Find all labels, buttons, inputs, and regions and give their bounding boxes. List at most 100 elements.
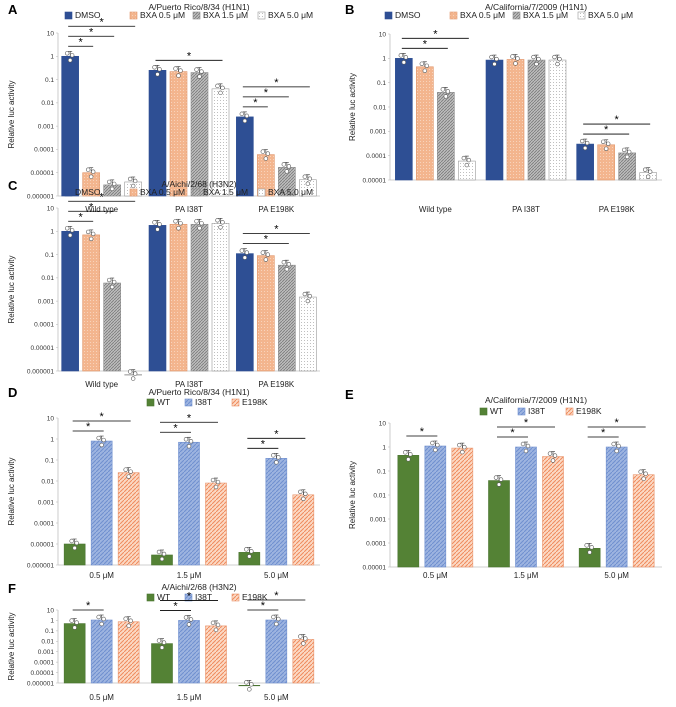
data-point: [183, 437, 189, 442]
data-point: [302, 291, 308, 297]
data-point: [461, 155, 467, 161]
data-point: [605, 141, 611, 146]
y-tick-label: 0.0001: [366, 153, 386, 160]
bar: [278, 264, 296, 372]
significance-star: *: [261, 600, 266, 612]
category-label: 1.5 μM: [177, 693, 202, 702]
legend-swatch: [449, 11, 458, 20]
data-point: [210, 620, 216, 626]
data-point: [265, 151, 271, 156]
y-tick-label: 0.00001: [363, 564, 387, 571]
significance-star: *: [187, 50, 192, 62]
bar: [257, 255, 275, 372]
y-tick-label: 0.001: [370, 516, 387, 523]
data-point: [244, 680, 249, 685]
bar: [299, 296, 317, 372]
significance-star: *: [253, 97, 258, 109]
data-point: [244, 113, 250, 119]
data-point: [85, 229, 91, 235]
category-label: 5.0 μM: [264, 571, 289, 580]
y-tick-label: 0.000001: [27, 680, 54, 687]
data-point: [303, 491, 308, 497]
data-point: [466, 157, 472, 163]
bar: [424, 445, 447, 568]
legend-swatch: [146, 593, 155, 602]
data-point: [424, 63, 430, 68]
data-point: [218, 225, 223, 230]
bar: [397, 455, 420, 568]
data-point: [284, 266, 290, 272]
category-label: 5.0 μM: [604, 571, 629, 580]
category-label: Wild type: [85, 205, 118, 214]
category-label: Wild type: [419, 205, 452, 214]
chart-panel-a: A A/Puerto Rico/8/34 (H1N1) DMSO BXA 0.5 μM…: [7, 2, 320, 214]
y-tick-label: 0.001: [38, 649, 55, 656]
data-point: [301, 641, 306, 646]
data-point: [74, 540, 79, 546]
y-tick-label: 0.01: [41, 275, 54, 282]
data-point: [614, 448, 619, 454]
data-point: [274, 460, 279, 465]
category-label: 0.5 μM: [423, 571, 448, 580]
legend-swatch: [146, 398, 155, 407]
data-point: [72, 545, 77, 551]
data-point: [515, 56, 520, 61]
y-tick-label: 0.001: [370, 129, 387, 136]
legend-label: BXA 0.5 μM: [460, 10, 505, 20]
data-point: [589, 545, 594, 550]
data-point: [69, 228, 75, 233]
category-label: PA I38T: [175, 380, 203, 389]
legend-label: I38T: [195, 592, 212, 602]
data-point: [90, 169, 96, 174]
bar: [190, 72, 209, 197]
data-point: [109, 186, 115, 192]
bar: [265, 458, 288, 566]
data-point: [128, 618, 133, 623]
bar: [117, 621, 140, 684]
y-tick-label: 0.0001: [34, 520, 54, 527]
data-point: [430, 440, 435, 446]
bar: [82, 234, 100, 372]
significance-star: *: [100, 411, 105, 423]
legend-swatch: [479, 407, 488, 416]
bar: [548, 59, 567, 181]
bar: [238, 685, 261, 687]
panel-letter: C: [8, 178, 18, 193]
data-point: [155, 72, 160, 77]
bar: [542, 456, 564, 568]
legend-label: BXA 1.5 μM: [203, 10, 248, 20]
significance-star: *: [604, 124, 609, 136]
data-point: [435, 442, 440, 448]
y-tick-label: 10: [47, 205, 55, 212]
data-point: [276, 616, 281, 622]
data-point: [176, 226, 181, 231]
data-point: [101, 437, 106, 443]
data-point: [552, 54, 557, 60]
data-point: [183, 615, 189, 620]
chart-panel-d: D A/Puerto Rico/8/34 (H1N1)WT I38T E198K 10 1…: [7, 385, 320, 580]
y-tick-label: 0.0001: [34, 147, 54, 154]
legend-label: BXA 5.0 μM: [268, 10, 313, 20]
data-point: [587, 550, 592, 555]
data-point: [106, 277, 112, 283]
data-point: [247, 687, 252, 692]
chart-panel-b: B A/California/7/2009 (H1N1) DMSO BXA 0.5 μ…: [345, 2, 662, 214]
data-point: [132, 178, 138, 184]
legend-label: BXA 0.5 μM: [140, 187, 185, 197]
data-point: [281, 259, 287, 265]
y-axis-label: Relative luc activity: [7, 612, 16, 680]
data-point: [161, 551, 167, 557]
legend-swatch: [257, 188, 266, 197]
data-point: [99, 442, 104, 448]
bar: [61, 230, 79, 372]
significance-star: *: [89, 26, 94, 38]
y-tick-label: 1: [50, 229, 54, 236]
bar: [205, 482, 227, 566]
legend-label: BXA 5.0 μM: [588, 10, 633, 20]
legend-swatch: [184, 398, 193, 407]
legend-swatch: [129, 11, 138, 20]
data-point: [422, 68, 428, 73]
significance-star: *: [79, 211, 84, 223]
data-point: [621, 147, 627, 153]
data-point: [260, 250, 266, 255]
